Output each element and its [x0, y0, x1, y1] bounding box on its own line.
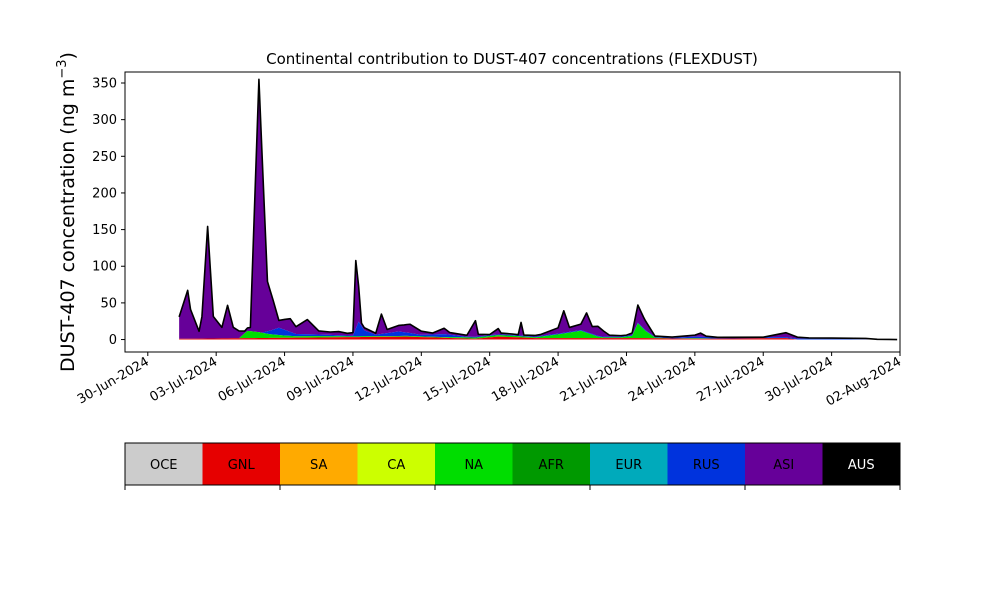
legend-swatch-ca — [357, 443, 435, 485]
legend-swatch-gnl — [202, 443, 280, 485]
y-axis-label-exponent: −3 — [55, 59, 70, 78]
legend-swatch-na — [435, 443, 513, 485]
legend-swatch-afr — [512, 443, 590, 485]
total-outline — [178, 78, 898, 341]
area-series-rus — [179, 321, 898, 340]
y-axis: 0 50 100 150 200 250 300 350 — [92, 76, 125, 348]
area-series-na — [179, 323, 898, 340]
y-tick-label: 250 — [92, 150, 117, 165]
y-tick-label: 150 — [92, 223, 117, 238]
legend-swatch-oce — [125, 443, 203, 485]
legend-frame — [124, 442, 901, 486]
y-tick-label: 0 — [109, 333, 117, 348]
legend-swatch-asi — [745, 443, 823, 485]
legend-label-gnl: GNL — [228, 458, 256, 473]
y-tick-label: 200 — [92, 186, 117, 201]
chart-title: Continental contribution to DUST-407 con… — [266, 50, 758, 68]
y-tick-label: 100 — [92, 260, 117, 275]
area-series-gnl — [179, 336, 898, 340]
y-tick-label: 300 — [92, 113, 117, 128]
legend-label-rus: RUS — [693, 458, 720, 473]
plot-frame — [124, 71, 901, 353]
legend-label-sa: SA — [310, 458, 327, 473]
legend-label-eur: EUR — [615, 458, 642, 473]
y-axis-label: DUST-407 concentration (ng m−3) — [55, 52, 79, 372]
y-tick-label: 50 — [100, 296, 117, 311]
legend-swatch-sa — [280, 443, 358, 485]
y-axis-label-close: ) — [57, 52, 79, 59]
legend-swatch-rus — [667, 443, 745, 485]
legend-swatch-eur — [590, 443, 668, 485]
legend-label-afr: AFR — [539, 458, 564, 473]
legend-label-ca: CA — [387, 458, 405, 473]
legend-label-na: NA — [464, 458, 483, 473]
plot-area — [178, 78, 898, 341]
legend-label-aus: AUS — [848, 458, 875, 473]
legend-swatch-aus — [822, 443, 900, 485]
legend-colorbar: OCE GNL SA CA NA AFR EUR RUS ASI AUS — [124, 442, 901, 490]
y-axis-label-main: DUST-407 concentration (ng m — [57, 79, 79, 372]
y-tick-label: 350 — [92, 76, 117, 91]
legend-label-asi: ASI — [773, 458, 794, 473]
legend-label-oce: OCE — [150, 458, 178, 473]
